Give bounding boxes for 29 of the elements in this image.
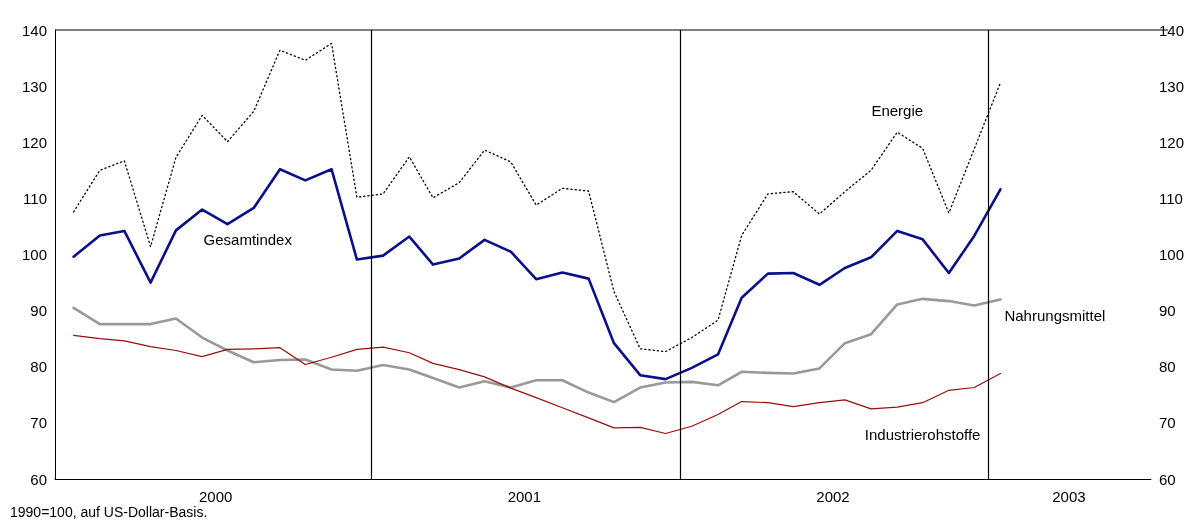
y2-tick-label: 90 bbox=[1158, 302, 1176, 320]
y-tick-label: 140 bbox=[21, 21, 47, 39]
line-series bbox=[72, 167, 1002, 381]
y2-tick-label: 120 bbox=[1158, 133, 1184, 151]
x-tick-label: 2000 bbox=[198, 488, 233, 505]
y2-tick-label: 70 bbox=[1158, 414, 1176, 432]
series-label: Nahrungsmittel bbox=[1004, 306, 1106, 324]
series-label: Industrierohstoffe bbox=[864, 426, 981, 444]
y-tick-label: 120 bbox=[21, 133, 47, 151]
line-series bbox=[72, 297, 1002, 404]
y-tick-label: 130 bbox=[21, 77, 47, 95]
series-label: Energie bbox=[871, 101, 924, 119]
text: 1990=100, auf US-Dollar-Basis. bbox=[10, 504, 208, 520]
y2-tick-label: 80 bbox=[1158, 358, 1176, 376]
x-tick-label: 2001 bbox=[507, 488, 542, 505]
y2-tick-label: 100 bbox=[1158, 246, 1184, 263]
y2-tick-label: 60 bbox=[1158, 470, 1176, 488]
y-tick-label: 60 bbox=[30, 470, 47, 488]
y2-tick-label: 130 bbox=[1158, 77, 1184, 95]
series-label: Gesamtindex bbox=[203, 231, 293, 249]
x-tick-label: 2002 bbox=[816, 488, 850, 505]
x-tick-label: 2003 bbox=[1052, 488, 1086, 505]
y2-tick-label: 140 bbox=[1158, 21, 1184, 39]
y-tick-label: 70 bbox=[30, 414, 47, 432]
y2-tick-label: 110 bbox=[1158, 189, 1183, 207]
y-tick-label: 90 bbox=[30, 302, 47, 320]
y-tick-label: 80 bbox=[30, 358, 47, 376]
y-tick-label: 100 bbox=[21, 246, 47, 263]
y-tick-label: 110 bbox=[23, 189, 47, 207]
